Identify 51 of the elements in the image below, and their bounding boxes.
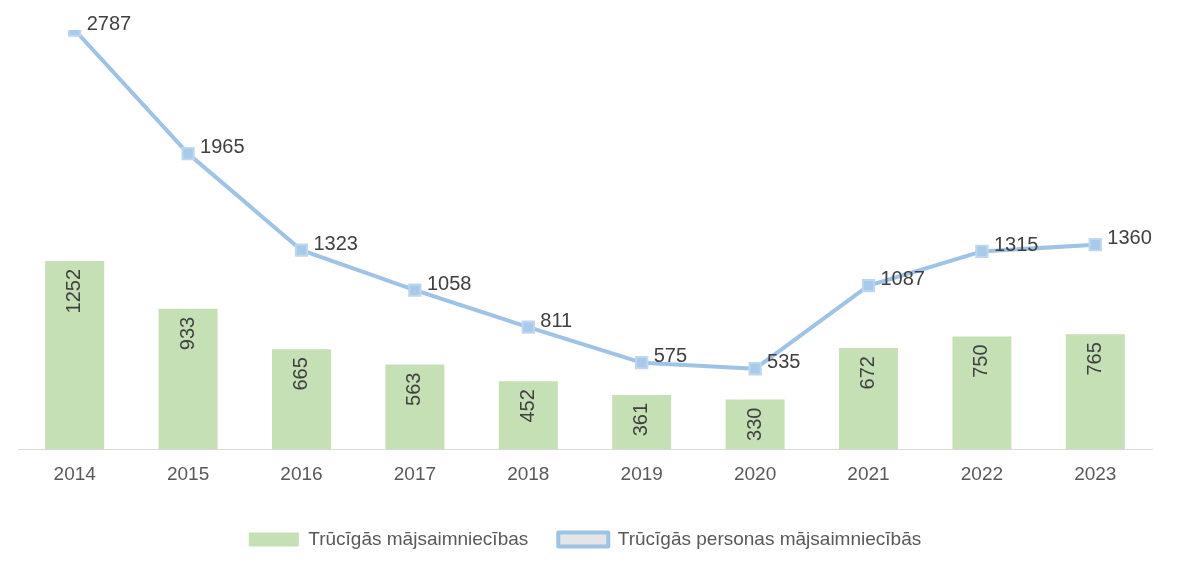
data-label: 452 xyxy=(515,389,538,423)
bar xyxy=(498,381,558,450)
bar xyxy=(385,364,445,450)
legend-label: Trūcīgās mājsaimniecības xyxy=(308,527,529,549)
bar xyxy=(725,399,785,450)
bar xyxy=(158,308,218,450)
data-label: 1965 xyxy=(200,135,245,158)
data-label: 1252 xyxy=(62,268,85,314)
data-label: 1360 xyxy=(1107,226,1152,249)
bar xyxy=(952,336,1012,450)
point xyxy=(975,244,989,259)
bar xyxy=(272,349,331,450)
bar xyxy=(612,394,672,450)
point xyxy=(408,283,422,297)
data-label: 811 xyxy=(540,308,573,331)
data-label: 563 xyxy=(402,372,425,406)
point xyxy=(635,356,649,370)
data-label: 1058 xyxy=(426,271,472,294)
data-label: 665 xyxy=(289,357,312,391)
x-tick-label: 2015 xyxy=(166,462,210,484)
data-label: 933 xyxy=(175,316,198,351)
x-tick-label: 2023 xyxy=(1074,462,1117,484)
point xyxy=(748,362,762,376)
data-label: 765 xyxy=(1082,342,1105,376)
data-label: 672 xyxy=(856,356,879,390)
data-label: 1323 xyxy=(313,231,358,254)
point xyxy=(521,320,535,334)
data-label: 535 xyxy=(767,350,801,373)
point xyxy=(861,279,876,293)
x-tick-label: 2022 xyxy=(960,462,1004,484)
legend-label: Trūcīgās personas mājsaimniecībās xyxy=(617,527,922,549)
x-tick-label: 2021 xyxy=(847,462,890,484)
x-tick-label: 2018 xyxy=(507,462,550,484)
data-label: 575 xyxy=(653,344,688,367)
bar xyxy=(45,260,105,450)
x-tick-label: 2017 xyxy=(393,462,437,484)
bar xyxy=(1065,334,1125,450)
point xyxy=(294,243,309,257)
bar xyxy=(839,348,898,450)
data-label: 1087 xyxy=(880,267,925,290)
data-label: 2787 xyxy=(86,11,132,34)
x-tick-label: 2020 xyxy=(733,462,777,484)
data-label: 330 xyxy=(742,407,765,441)
x-tick-label: 2019 xyxy=(620,462,663,484)
point xyxy=(1088,237,1102,252)
point xyxy=(181,146,195,161)
data-label: 361 xyxy=(629,402,652,437)
data-label: 1315 xyxy=(993,232,1039,255)
x-tick-label: 2014 xyxy=(53,462,97,484)
x-tick-label: 2016 xyxy=(280,462,323,484)
data-label: 750 xyxy=(969,344,992,378)
